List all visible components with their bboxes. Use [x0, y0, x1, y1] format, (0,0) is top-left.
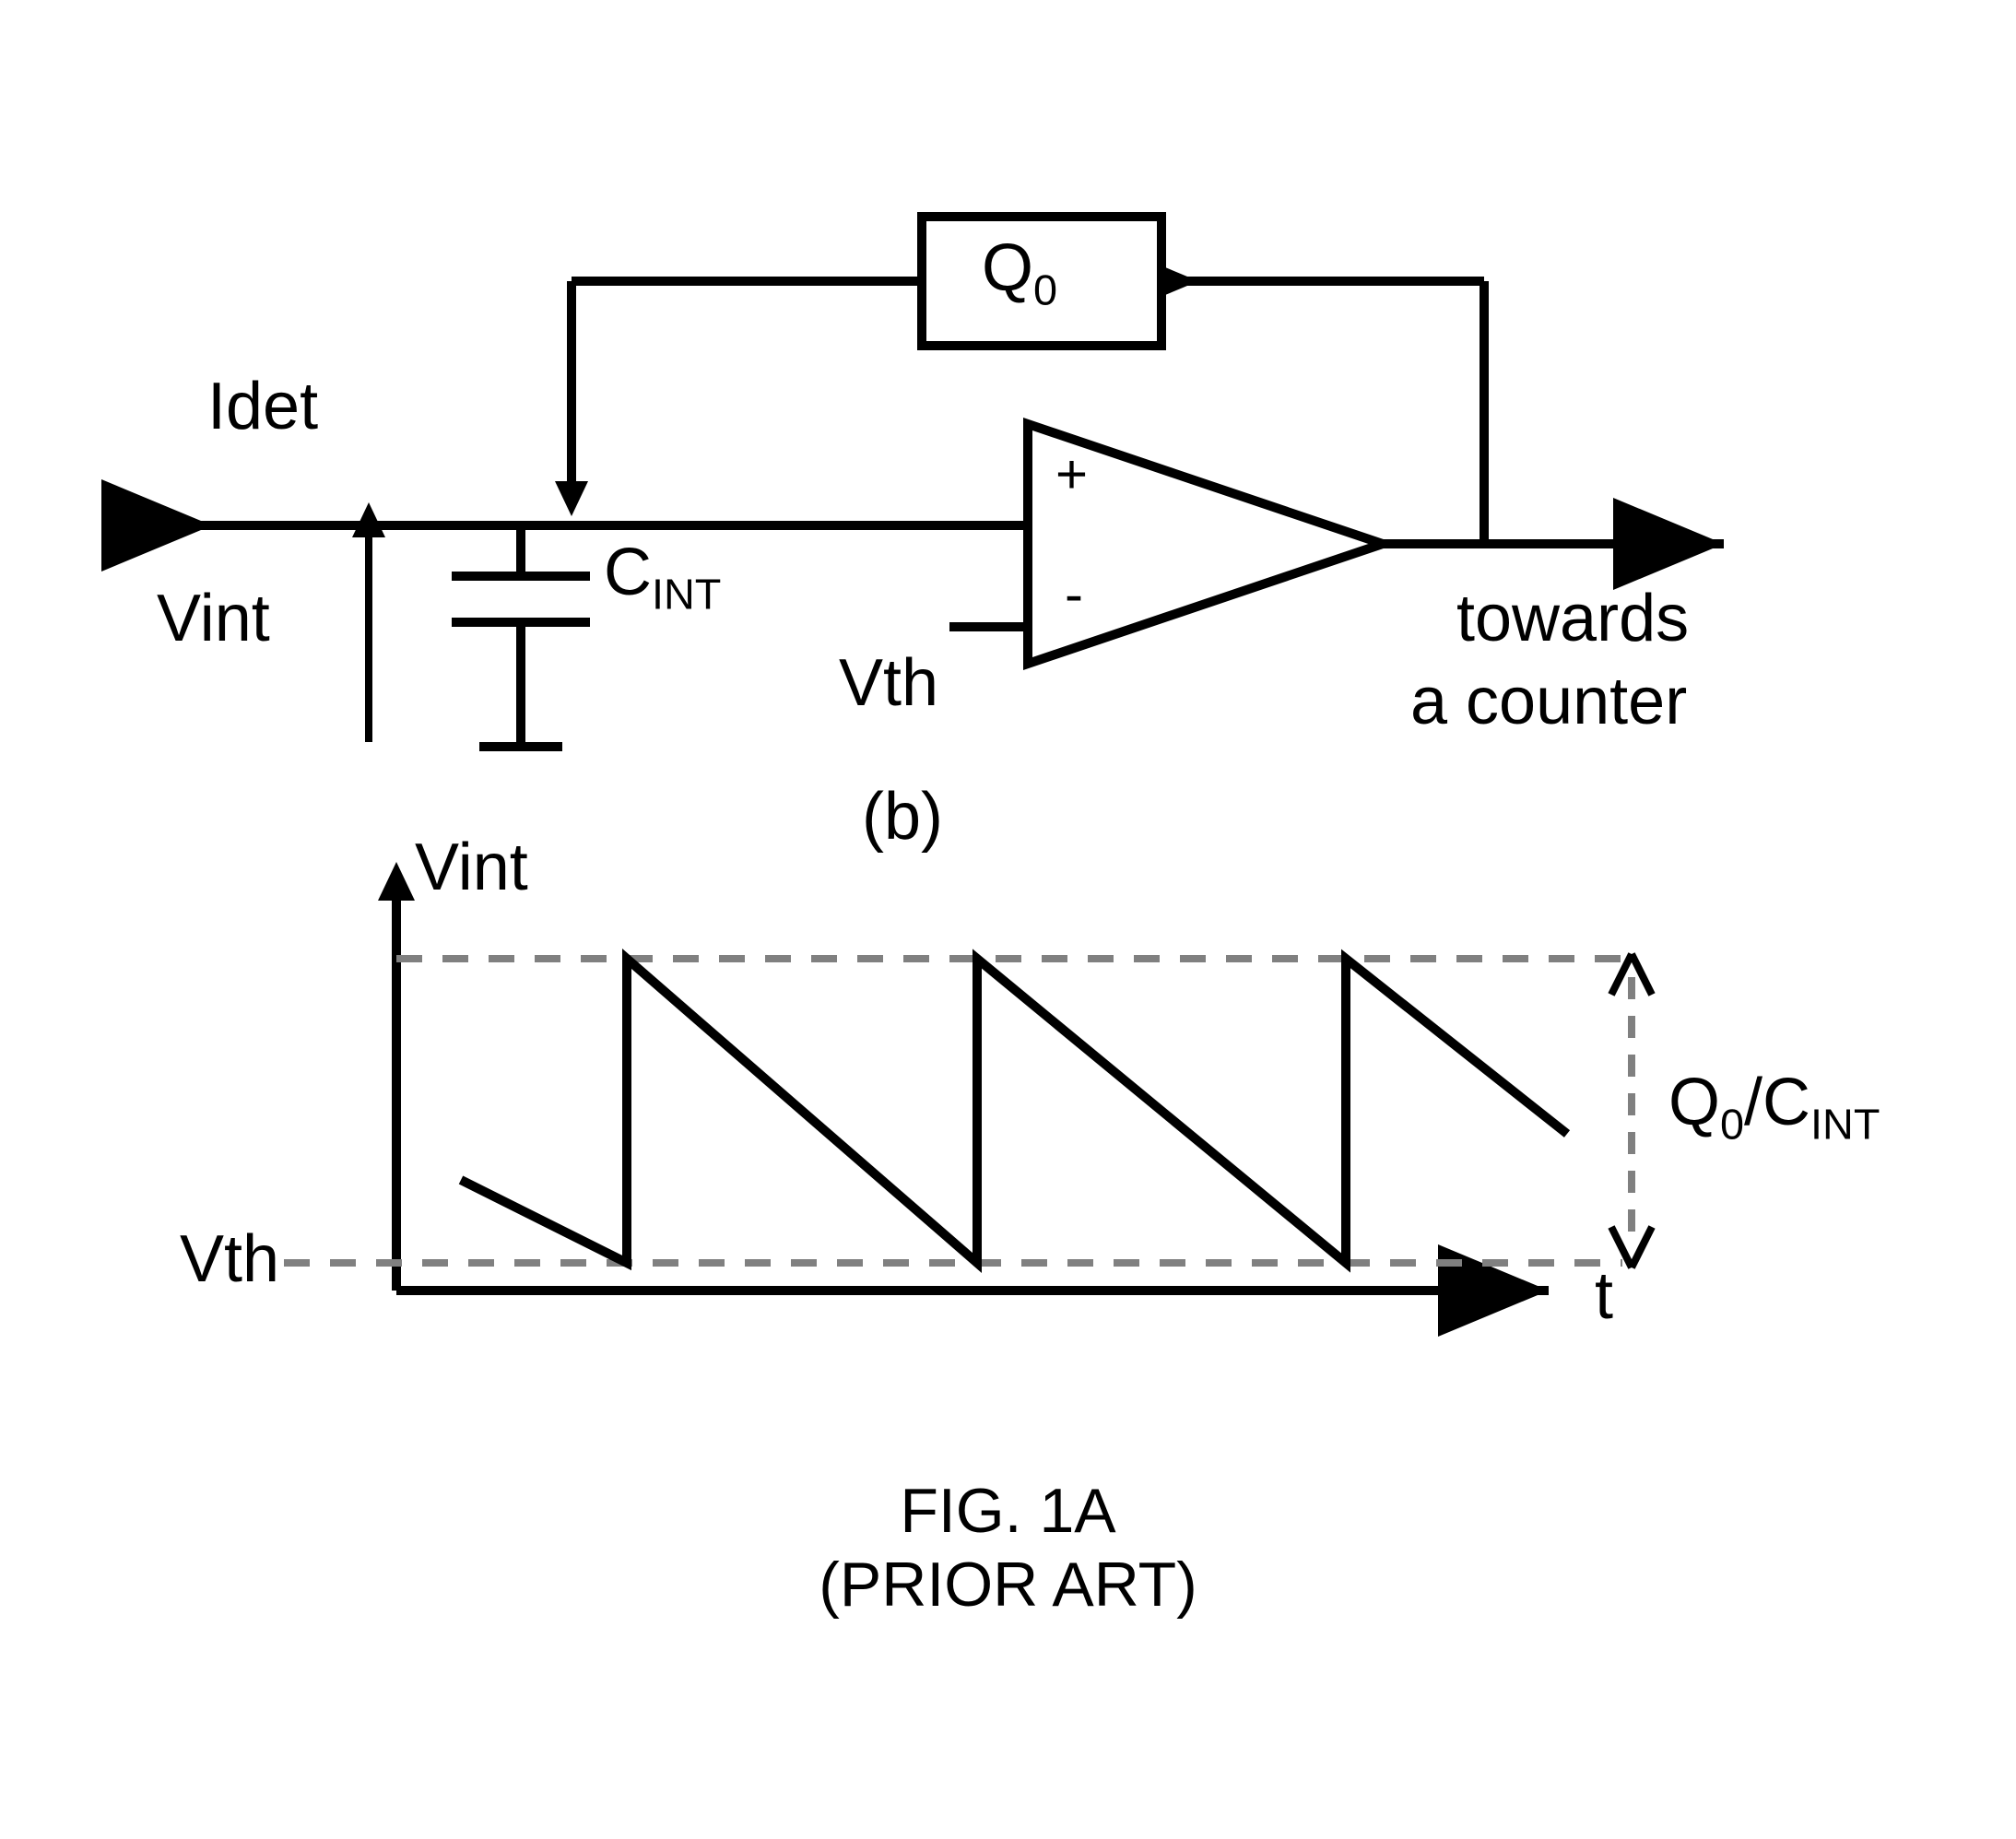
label-amplitude: Q0/CINT	[1668, 1065, 1880, 1149]
figure-caption-line2: (PRIOR ART)	[0, 1549, 2016, 1621]
label-towards: towards	[1456, 581, 1689, 656]
label-plus: +	[1055, 442, 1088, 506]
label-yaxis-vint: Vint	[415, 830, 528, 905]
label-idet: Idet	[207, 369, 318, 444]
label-ytick-vth: Vth	[180, 1221, 279, 1297]
label-cint: CINT	[604, 535, 721, 619]
figure-container: Idet Vint CINT Q0 + - Vth towards a coun…	[0, 0, 2016, 1839]
figure-caption-line1: FIG. 1A	[0, 1475, 2016, 1547]
label-vth-input: Vth	[839, 645, 938, 721]
label-a-counter: a counter	[1410, 664, 1687, 739]
label-vint-left: Vint	[157, 581, 270, 656]
label-xaxis-t: t	[1595, 1258, 1613, 1334]
label-q0: Q0	[982, 230, 1057, 314]
label-minus: -	[1065, 562, 1083, 626]
